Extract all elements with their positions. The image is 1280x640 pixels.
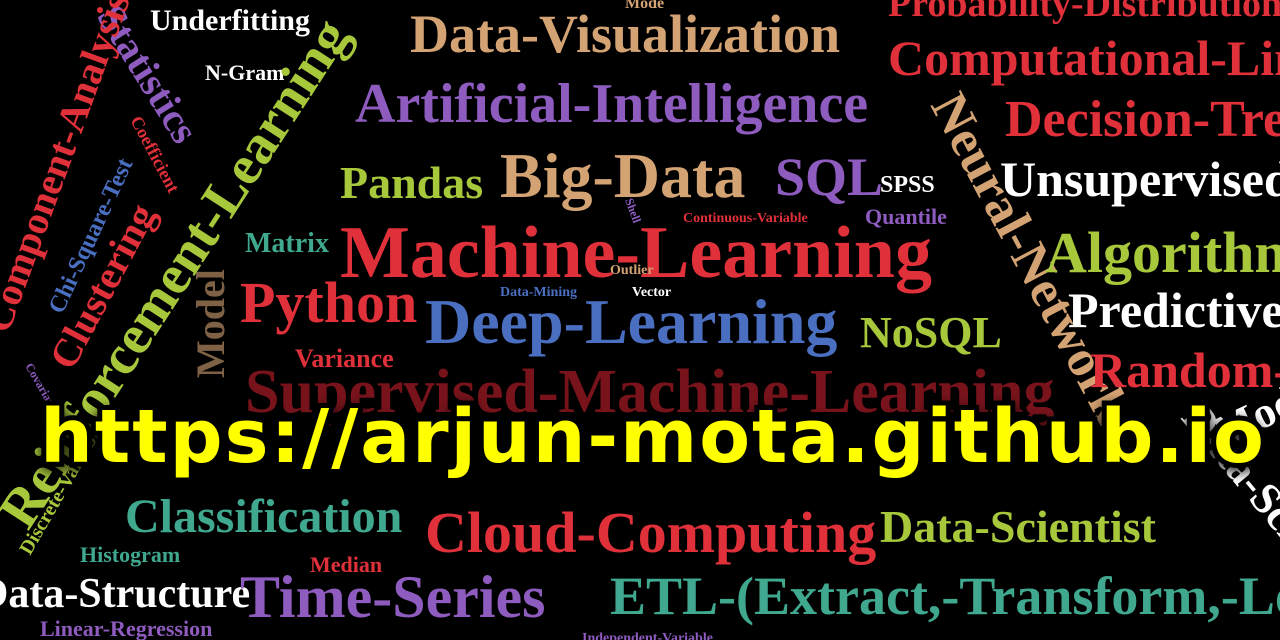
cloud-word: Mode [625, 0, 664, 12]
cloud-word: Continuous-Variable [683, 211, 808, 226]
cloud-word: Decision-Trees [1005, 91, 1280, 148]
cloud-word: Algorithms [1045, 220, 1280, 285]
cloud-word: Python [240, 270, 417, 335]
cloud-word: Random-Forest [1090, 342, 1280, 398]
cloud-word: Cloud-Computing [425, 500, 876, 565]
cloud-word: Time-Series [240, 564, 545, 630]
cloud-word: Unsupervised-Learning [1000, 151, 1280, 207]
cloud-word: Linear-Regression [40, 616, 212, 640]
cloud-word: Data-Mining [500, 285, 577, 300]
cloud-word: Machine-Learning [340, 212, 932, 294]
cloud-word: Matrix [245, 228, 329, 259]
cloud-word: Probability-Distribution [888, 0, 1280, 25]
cloud-word: Independent-Variable [582, 631, 713, 640]
cloud-word: Underfitting [150, 4, 310, 37]
cloud-word: SPSS [880, 172, 935, 198]
cloud-word: Variance [295, 344, 394, 373]
cloud-word: Model [188, 269, 233, 378]
cloud-word: Artificial-Intelligence [355, 73, 868, 135]
cloud-word: Pandas [340, 157, 483, 208]
cloud-word: Data-Structure [0, 571, 250, 617]
cloud-word: Histogram [80, 542, 180, 567]
cloud-word: Classification [125, 490, 402, 543]
cloud-word: SQL [775, 147, 883, 207]
cloud-word: Outlier [610, 263, 654, 278]
site-url: https://arjun-mota.github.io [40, 394, 1266, 480]
cloud-word: Data-Visualization [410, 4, 840, 64]
cloud-word: Median [310, 552, 382, 577]
cloud-word: Predictive-Analytics [1068, 282, 1280, 338]
cloud-word: Data-Scientist [880, 501, 1157, 552]
cloud-word: NoSQL [860, 308, 1002, 357]
cloud-word: Supervised-Machine-Learning [245, 358, 1054, 426]
cloud-word: N-Gram [205, 60, 284, 85]
cloud-word: Vector [632, 285, 671, 300]
cloud-word: Quantile [865, 204, 947, 229]
cloud-word: ETL-(Extract,-Transform,-Load) [610, 566, 1280, 626]
cloud-word: Big-Data [500, 140, 745, 211]
cloud-word: Computational-Linguistics [888, 30, 1280, 86]
cloud-word: Deep-Learning [425, 286, 837, 357]
